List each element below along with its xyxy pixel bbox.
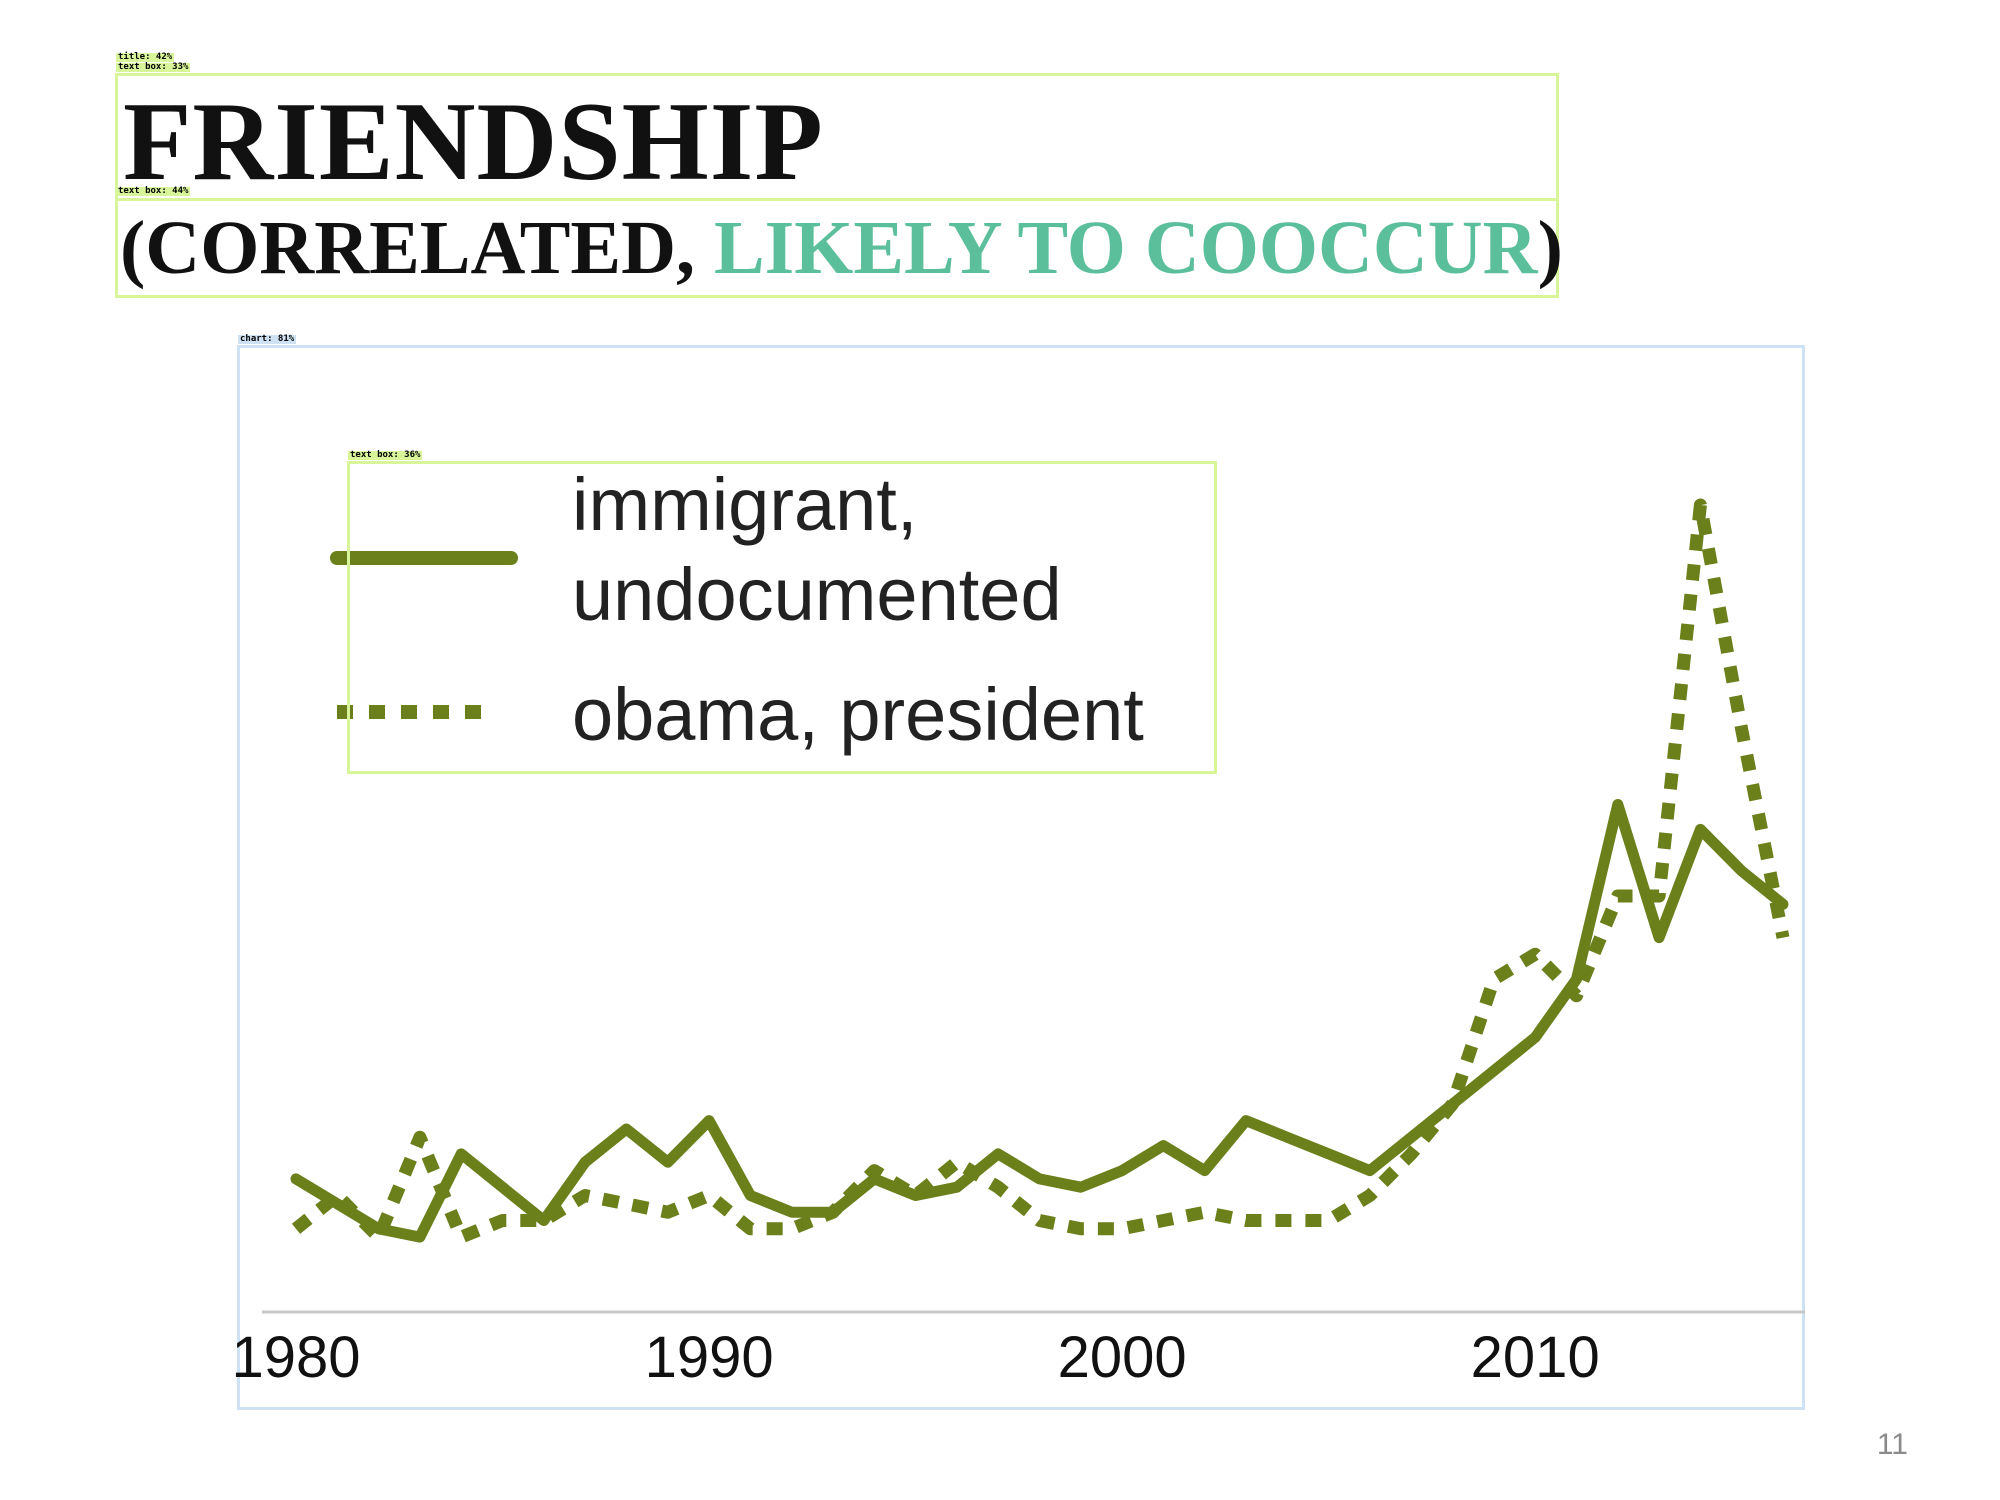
chart-detection-tag: chart: 81%	[238, 334, 297, 344]
chart-legend: immigrant, undocumented obama, president	[330, 463, 1144, 756]
legend-detection-tag: text box: 36%	[348, 450, 423, 460]
x-tick-layer: 1980 1990 2000 2010	[231, 1325, 1599, 1390]
subtitle-open: (CORRELATED,	[120, 206, 714, 290]
subtitle-detection-tag: text box: 44%	[116, 186, 191, 196]
legend-label-line-1: immigrant,	[572, 463, 917, 546]
title-detection-tag: title: 42%	[116, 52, 175, 62]
series-line-immigrant-undocumented	[290, 799, 1789, 1243]
subtitle-highlight: LIKELY TO COOCCUR	[713, 206, 1538, 290]
legend-label-series-2: obama, president	[572, 673, 1144, 756]
x-tick-label: 2000	[1058, 1325, 1187, 1390]
textbox-detection-tag: text box: 33%	[116, 62, 191, 72]
x-tick-label: 2010	[1471, 1325, 1600, 1390]
legend-detection-box	[347, 461, 1217, 774]
series-layer	[290, 498, 1790, 1244]
legend-label-line-2: undocumented	[572, 553, 1062, 636]
slide-title: FRIENDSHIP	[123, 80, 824, 204]
x-tick-label: 1980	[231, 1325, 360, 1390]
page-number: 11	[1876, 1428, 1908, 1461]
subtitle-close: )	[1537, 206, 1563, 290]
subtitle-detection-box	[115, 198, 1559, 298]
chart-detection-box	[237, 345, 1805, 1410]
slide-subtitle: (CORRELATED, LIKELY TO COOCCUR)	[120, 205, 1563, 291]
x-tick-label: 1990	[645, 1325, 774, 1390]
